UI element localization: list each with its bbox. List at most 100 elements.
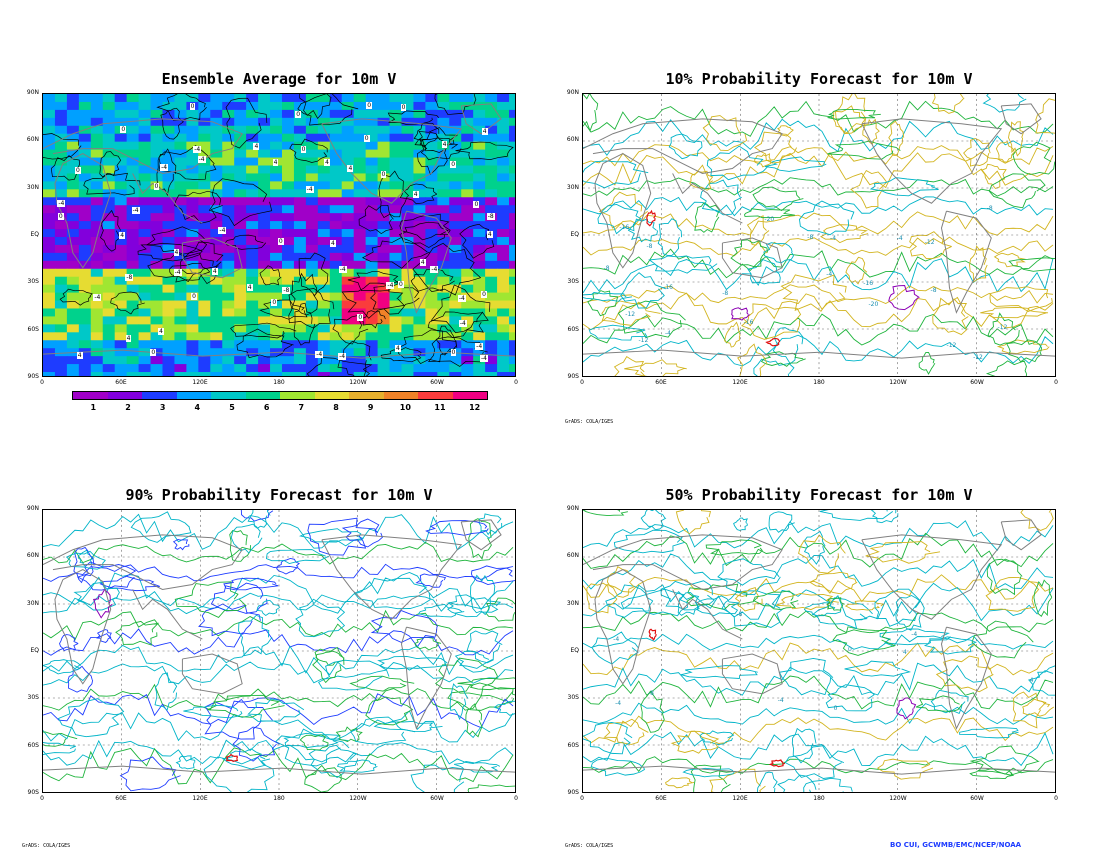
field-cell [43,94,56,103]
field-cell [114,292,128,302]
field-cell [425,268,438,278]
field-cell [270,94,283,103]
field-cell [449,300,462,309]
field-cell [509,213,515,222]
field-cell [150,316,163,325]
field-cell [78,117,92,127]
field-cell [162,197,175,206]
field-cell [150,157,163,166]
lon-tick-label: 0 [580,795,584,802]
field-cell [509,284,515,294]
field-cell [222,117,235,127]
contour-value-label: -8 [125,274,134,282]
field-cell [509,292,515,302]
field-cell [66,197,80,206]
contour-value-label: -12 [625,310,636,318]
contour-line [888,285,920,311]
field-cell [114,260,128,270]
field-cell [210,236,223,246]
contour-line [96,629,112,643]
contour-line [706,145,770,181]
field-cell [210,173,223,182]
field-cell [114,324,128,333]
contour-value-label: 0 [363,135,370,143]
field-cell [174,324,187,333]
field-cell [54,356,68,365]
field-cell [497,117,510,127]
field-cell [281,260,295,270]
field-cell [102,284,116,294]
contour-line [734,586,763,612]
field-cell [114,284,128,294]
field-cell [401,284,414,294]
field-cell [509,141,515,151]
contour-line [43,571,514,611]
contour-line [1035,98,1055,134]
field-cell [449,94,462,103]
field-cell [54,125,68,135]
contour-value-label: -12 [638,337,649,345]
field-cell [234,125,247,135]
field-cell [126,364,140,373]
field-cell [401,165,414,174]
field-cell [449,165,462,174]
field-cell [293,284,307,294]
field-cell [222,101,235,111]
field-cell [461,356,474,365]
contour-line [689,170,714,191]
lat-tick-label: EQ [30,647,39,654]
contour-line [583,313,1054,346]
field-cell [174,181,187,190]
lon-tick-label: 180 [813,795,825,802]
field-cell [198,356,211,365]
field-cell [401,117,414,127]
coastline [1000,519,1042,551]
field-cell [461,205,474,214]
field-cell [126,94,140,103]
field-cell [198,372,211,376]
field-cell [413,221,426,230]
field-cell [246,348,259,357]
contour-value-label: 4 [211,268,218,276]
field-cell [174,197,187,206]
grads-footnote-bottom-right: GrADS: COLA/IGES [565,843,614,849]
field-cell [461,236,474,246]
field-cell [317,252,331,262]
field-cell [473,356,486,365]
contour-value-label: 0 [300,145,307,153]
field-cell [210,165,223,174]
contour-value-label: 0 [191,292,197,300]
field-cell [174,117,187,127]
field-cell [174,316,187,325]
colorbar-label: 1 [90,403,97,412]
field-cell [437,372,450,376]
contour-line [43,659,82,675]
field-cell [222,236,235,246]
field-cell [401,356,414,365]
field-cell [78,173,92,182]
field-cell [497,125,510,135]
field-cell [258,372,271,376]
field-cell [102,149,116,159]
field-cell [246,197,259,206]
field-cell [353,141,367,151]
field-cell [497,229,510,238]
colorbar-swatch [349,392,384,399]
field-cell [329,221,343,230]
field-cell [449,149,462,159]
field-cell [150,141,163,151]
field-cell [102,324,116,333]
field-cell [78,252,92,262]
colorbar-label: 6 [263,403,270,412]
colorbar-swatch [383,392,418,399]
field-cell [222,133,235,143]
field-cell [389,165,402,174]
field-cell [305,348,319,357]
contour-line [832,626,897,656]
field-cell [138,332,152,341]
field-cell [150,356,163,365]
field-cell [66,276,80,286]
field-cell [449,101,462,111]
field-cell [270,221,283,230]
contour-line [230,322,297,339]
